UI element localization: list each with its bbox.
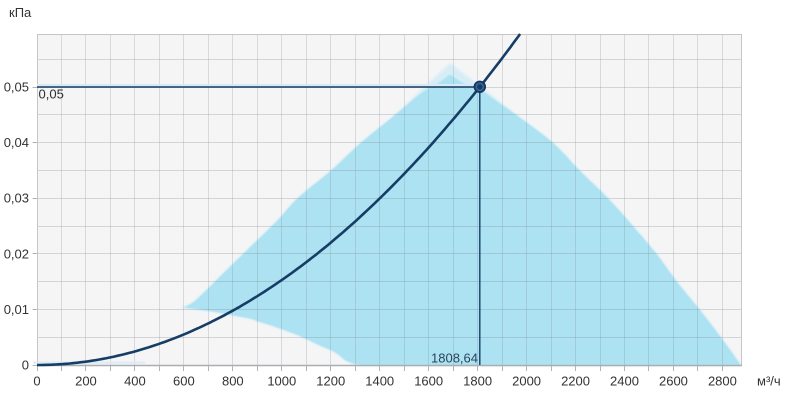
svg-text:2200: 2200 — [561, 374, 590, 389]
svg-text:200: 200 — [75, 374, 97, 389]
svg-text:1808,64: 1808,64 — [431, 351, 478, 366]
svg-text:1000: 1000 — [267, 374, 296, 389]
svg-text:2000: 2000 — [512, 374, 541, 389]
svg-text:0,04: 0,04 — [4, 135, 29, 150]
svg-text:800: 800 — [222, 374, 244, 389]
svg-text:600: 600 — [173, 374, 195, 389]
svg-text:2600: 2600 — [659, 374, 688, 389]
svg-text:0: 0 — [33, 374, 40, 389]
svg-text:0,01: 0,01 — [4, 302, 29, 317]
svg-text:0,02: 0,02 — [4, 246, 29, 261]
svg-text:0,05: 0,05 — [4, 80, 29, 95]
svg-text:400: 400 — [124, 374, 146, 389]
svg-text:1200: 1200 — [316, 374, 345, 389]
svg-text:1800: 1800 — [463, 374, 492, 389]
svg-text:2800: 2800 — [708, 374, 737, 389]
svg-text:1600: 1600 — [414, 374, 443, 389]
svg-text:1400: 1400 — [365, 374, 394, 389]
svg-text:0,05: 0,05 — [39, 86, 64, 101]
svg-text:м³/ч: м³/ч — [757, 374, 781, 389]
svg-text:2400: 2400 — [610, 374, 639, 389]
svg-text:0,03: 0,03 — [4, 191, 29, 206]
svg-text:кПа: кПа — [9, 5, 32, 20]
svg-text:0: 0 — [22, 358, 29, 373]
